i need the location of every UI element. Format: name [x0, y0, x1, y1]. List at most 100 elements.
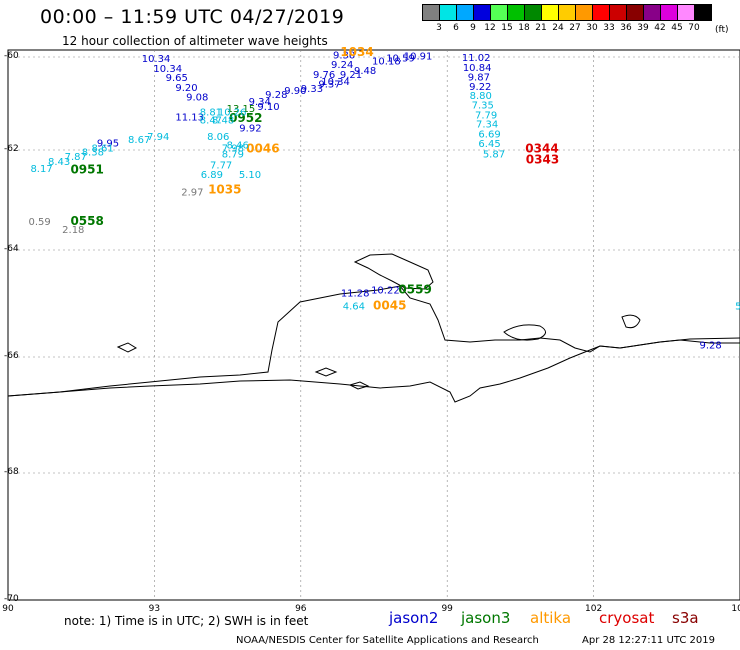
wave-height-label: 4.64 [343, 301, 365, 312]
color-scale: 3 6 9 12 15 18 21 24 27 30 33 36 39 42 45 70 (ft) [422, 4, 729, 35]
wave-height-label: 9.65 [166, 73, 188, 84]
wave-height-label: 11.28 [341, 289, 370, 300]
wave-height-label: 9.30 [333, 50, 355, 61]
scale-swatch [678, 5, 695, 20]
island-outline-2 [621, 314, 641, 329]
island-outline-4 [314, 367, 338, 377]
wave-height-label: 7.94 [147, 132, 169, 143]
wave-height-label: 9.90 [284, 86, 306, 97]
island-outline-3 [116, 342, 138, 353]
wave-height-label: 5.10 [239, 170, 261, 181]
color-scale-swatches [422, 4, 712, 21]
lon-label: 102 [585, 604, 603, 614]
footer-credit: NOAA/NESDIS Center for Satellite Applica… [236, 635, 715, 646]
wave-height-label: 0045 [373, 298, 406, 312]
scale-label: 18 [518, 23, 530, 33]
wave-height-label: 7.35 [472, 101, 494, 112]
wave-height-label: 1035 [208, 183, 241, 197]
credit-text: NOAA/NESDIS Center for Satellite Applica… [236, 635, 539, 646]
wave-height-label: 8.61 [91, 144, 113, 155]
wave-height-label: 11.13 [175, 113, 204, 124]
scale-swatch [576, 5, 593, 20]
wave-height-label: 9.10 [257, 102, 279, 113]
scale-label: 33 [603, 23, 615, 33]
scale-label: 12 [484, 23, 496, 33]
scale-swatch [423, 5, 440, 20]
scale-label: 70 [688, 23, 700, 33]
wave-height-label: 2.97 [181, 188, 203, 199]
wave-height-label: 0046 [246, 142, 279, 156]
lon-label: 96 [295, 604, 307, 614]
wave-height-label: 8.43 [48, 157, 70, 168]
scale-swatch [491, 5, 508, 20]
scale-label: 30 [586, 23, 598, 33]
wave-height-label: 5.3 [735, 301, 740, 312]
lat-label: -70 [4, 594, 19, 604]
wave-height-label: 2.18 [62, 225, 84, 236]
wave-height-label: 9.34 [249, 97, 271, 108]
scale-swatch [457, 5, 474, 20]
wave-height-label: 9.28 [265, 90, 287, 101]
scale-label: 39 [637, 23, 649, 33]
color-scale-unit: (ft) [715, 25, 729, 35]
wave-height-label: 7.98 [222, 144, 244, 155]
legend-item-cryosat: cryosat [599, 609, 655, 627]
scale-label: 24 [552, 23, 564, 33]
wave-height-label: 10.18 [372, 56, 401, 67]
wave-height-labels: 10.3410.349.659.209.0811.139.309.249.769… [28, 45, 740, 351]
lat-label: -66 [4, 351, 19, 361]
lat-label: -60 [4, 51, 19, 61]
wave-height-label: 8.06 [207, 132, 229, 143]
scale-swatch [559, 5, 576, 20]
coastline [7, 253, 740, 403]
color-scale-labels: 3 6 9 12 15 18 21 24 27 30 33 36 39 42 45 70 [422, 21, 712, 35]
island-outline [503, 324, 546, 341]
iceberg-outline [353, 253, 434, 290]
lat-label: -68 [4, 467, 19, 477]
map-subtitle: 12 hour collection of altimeter wave hei… [62, 34, 328, 48]
wave-height-label: 10.26 [218, 108, 247, 119]
lat-label: -62 [4, 144, 19, 154]
legend-item-s3a: s3a [672, 609, 699, 627]
scale-swatch [508, 5, 525, 20]
wave-height-label: 8.38 [82, 148, 104, 159]
scale-swatch [593, 5, 610, 20]
wave-height-label: 10.34 [321, 77, 350, 88]
wave-height-label: 9.33 [301, 84, 323, 95]
lon-label: 90 [2, 604, 14, 614]
wave-height-label: 9.21 [340, 70, 362, 81]
legend-item-jason2: jason2 [389, 609, 439, 627]
scale-label: 36 [620, 23, 632, 33]
wave-height-label: 9.28 [699, 340, 721, 351]
wave-height-label: 7.77 [210, 161, 232, 172]
wave-height-label: 0952 [229, 111, 262, 125]
scale-swatch [661, 5, 678, 20]
scale-label: 42 [654, 23, 666, 33]
wave-height-label: 11.02 [462, 53, 491, 64]
wave-height-label: 8.17 [30, 164, 52, 175]
wave-height-label: 5.87 [483, 150, 505, 161]
scale-label: 45 [671, 23, 683, 33]
scale-swatch [542, 5, 559, 20]
wave-height-label: 0343 [526, 153, 559, 167]
wave-height-label: 9.95 [97, 138, 119, 149]
scale-label: 6 [453, 23, 459, 33]
island-outline-5 [348, 381, 370, 390]
scale-label: 9 [470, 23, 476, 33]
wave-height-label: 10.84 [463, 63, 492, 74]
scale-swatch [644, 5, 661, 20]
scale-label: 3 [436, 23, 442, 33]
wave-height-label: 0559 [398, 282, 431, 296]
map-title: 00:00 – 11:59 UTC 04/27/2019 [40, 6, 345, 28]
wave-height-label: 7.87 [65, 152, 87, 163]
wave-height-label: 9.24 [331, 60, 353, 71]
wave-height-label: 1034 [340, 45, 373, 59]
footnote: note: 1) Time is in UTC; 2) SWH is in fe… [64, 614, 309, 628]
lat-lon-grid [8, 50, 740, 600]
wave-height-label: 6.45 [478, 139, 500, 150]
scale-swatch [610, 5, 627, 20]
wave-height-label: 9.87 [468, 72, 490, 83]
wave-height-label: 10.34 [153, 64, 182, 75]
wave-height-label: 10.34 [142, 54, 171, 65]
